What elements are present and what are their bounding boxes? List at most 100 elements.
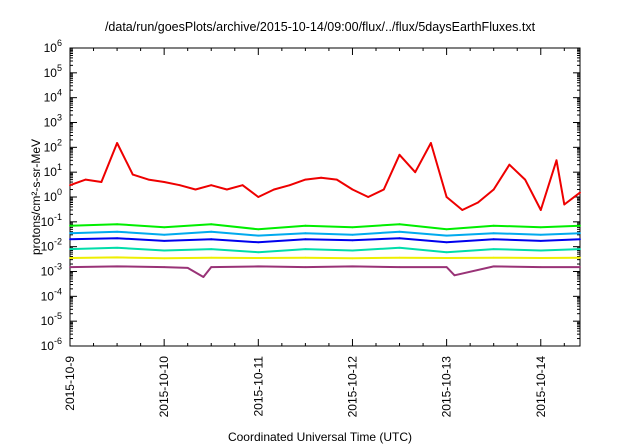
chart-title: /data/run/goesPlots/archive/2015-10-14/0…	[104, 20, 536, 34]
data-point	[288, 184, 291, 187]
data-point	[445, 266, 448, 268]
data-point	[382, 188, 385, 191]
data-point	[163, 181, 166, 183]
flux-series-4	[69, 237, 581, 244]
flux-series-7	[69, 265, 580, 278]
data-point	[69, 248, 71, 251]
data-point	[116, 237, 118, 240]
data-point	[100, 181, 103, 183]
data-point	[69, 224, 71, 227]
data-point	[492, 224, 495, 227]
data-point	[304, 238, 307, 241]
data-point	[539, 209, 542, 211]
data-point	[539, 257, 542, 259]
data-point	[304, 178, 307, 181]
data-point	[539, 226, 542, 229]
x-tick-label: 2015-10-10	[157, 356, 171, 418]
data-point	[524, 178, 526, 181]
data-point	[579, 256, 581, 259]
data-point	[477, 201, 479, 204]
data-point	[579, 238, 581, 241]
flux-series-5	[69, 246, 581, 254]
y-tick-label: 102	[44, 137, 62, 154]
data-point	[539, 266, 542, 268]
data-point	[304, 266, 307, 268]
data-point	[445, 196, 448, 198]
data-point	[304, 248, 307, 251]
x-tick-label: 2015-10-9	[63, 356, 77, 411]
data-point	[492, 256, 495, 259]
y-tick-label: 10-5	[41, 311, 62, 328]
data-point	[210, 256, 213, 259]
data-point	[445, 251, 448, 254]
data-point	[398, 223, 401, 226]
y-tick-label: 105	[44, 63, 62, 80]
data-point	[257, 241, 260, 244]
data-point	[430, 142, 432, 144]
data-point	[579, 224, 581, 227]
data-point	[226, 188, 228, 191]
data-point	[461, 209, 464, 211]
data-point	[178, 184, 181, 187]
data-point	[508, 163, 511, 166]
y-tick-label: 106	[44, 38, 62, 55]
x-tick-label: 2015-10-13	[440, 356, 454, 418]
plot-frame	[69, 47, 581, 347]
data-point	[210, 184, 213, 187]
y-tick-label: 10-4	[41, 286, 62, 303]
data-point	[116, 256, 118, 259]
data-point	[492, 238, 495, 241]
data-point	[210, 223, 213, 226]
data-point	[398, 246, 401, 249]
y-tick-label: 104	[44, 88, 62, 105]
data-point	[398, 237, 401, 240]
data-point	[555, 159, 558, 162]
data-point	[351, 233, 354, 236]
data-point	[367, 196, 370, 198]
data-point	[579, 232, 581, 235]
y-axis-label: protons/cm²-s-sr-MeV	[29, 139, 43, 255]
data-point	[445, 241, 448, 244]
data-point	[163, 226, 166, 229]
data-point	[257, 257, 260, 259]
data-point	[351, 226, 354, 229]
flux-series-3	[69, 230, 581, 237]
data-point	[492, 188, 495, 191]
data-point	[579, 191, 581, 194]
data-point	[257, 251, 260, 254]
data-point	[69, 266, 71, 268]
data-point	[131, 173, 134, 176]
data-point	[398, 256, 401, 259]
data-point	[116, 142, 118, 144]
data-point	[453, 274, 456, 277]
data-point	[351, 239, 354, 242]
data-point	[335, 178, 338, 181]
data-point	[116, 230, 118, 233]
data-point	[116, 223, 118, 226]
data-point	[320, 176, 322, 179]
data-point	[84, 178, 87, 181]
data-point	[351, 188, 354, 191]
data-point	[398, 266, 401, 268]
data-point	[202, 276, 205, 278]
data-point	[351, 257, 354, 260]
data-point	[539, 233, 542, 236]
y-tick-label: 10-2	[41, 237, 62, 254]
x-axis-label: Coordinated Universal Time (UTC)	[227, 430, 413, 444]
data-point	[398, 230, 401, 233]
data-point	[445, 228, 448, 231]
data-point	[257, 228, 260, 231]
data-point	[539, 240, 542, 242]
y-tick-label: 103	[44, 113, 62, 130]
data-point	[69, 184, 71, 187]
flux-series-6	[69, 256, 581, 260]
data-point	[69, 232, 71, 235]
data-point	[210, 230, 213, 233]
data-point	[257, 265, 260, 268]
data-point	[304, 232, 307, 235]
data-point	[210, 238, 213, 241]
data-point	[414, 171, 417, 174]
data-point	[445, 257, 448, 259]
data-point	[351, 249, 354, 252]
